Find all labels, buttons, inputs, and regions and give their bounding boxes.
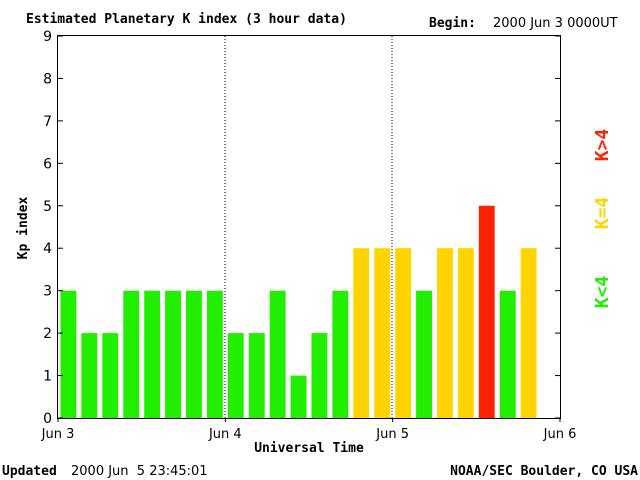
x-tick-label: Jun 4	[208, 427, 242, 442]
kp-bar-13	[311, 333, 328, 418]
kp-bar-23	[520, 248, 537, 418]
y-tick-label: 2	[43, 326, 52, 342]
x-tick-label: Jun 6	[543, 427, 577, 442]
kp-bar-9	[227, 333, 244, 418]
kp-bar-11	[269, 290, 286, 418]
x-tick-label: Jun 5	[375, 427, 409, 442]
y-tick-label: 1	[43, 369, 52, 385]
plot-frame	[57, 35, 561, 419]
kp-bar-15	[353, 248, 370, 418]
y-tick-label: 3	[43, 284, 52, 300]
kp-bar-6	[165, 290, 181, 418]
kp-bar-5	[144, 290, 161, 418]
y-tick-label: 4	[43, 241, 52, 257]
legend-below-4: K<4	[592, 276, 613, 309]
kp-bar-17	[395, 248, 412, 418]
y-axis-label: Kp index	[16, 197, 31, 260]
kp-bar-20	[457, 248, 474, 418]
bar-series	[60, 205, 537, 418]
kp-bar-18	[416, 290, 432, 418]
legend-above-4: K>4	[592, 129, 613, 162]
kp-bar-10	[248, 333, 265, 418]
begin-value: 2000 Jun 3 0000UT	[493, 16, 618, 31]
y-tick-label: 7	[43, 114, 52, 130]
source-credit: NOAA/SEC Boulder, CO USA	[450, 464, 638, 479]
kp-bar-1	[60, 290, 77, 418]
y-axis-ticks: 0 1 2 3 4 5 6 7 8 9	[43, 29, 560, 427]
kp-bar-8	[206, 290, 223, 418]
kp-bar-12	[290, 375, 307, 418]
kp-bar-14	[332, 290, 349, 418]
y-tick-label: 8	[43, 71, 52, 87]
begin-label: Begin:	[429, 16, 476, 31]
y-tick-label: 5	[43, 199, 52, 215]
x-tick-label: Jun 3	[41, 427, 75, 442]
y-tick-label: 6	[43, 156, 52, 172]
y-tick-label: 9	[43, 29, 52, 45]
kp-bar-3	[102, 333, 119, 418]
updated-value: 2000 Jun 5 23:45:01	[71, 464, 208, 479]
y-tick-label: 0	[43, 411, 52, 427]
x-axis-label: Universal Time	[254, 441, 364, 456]
kp-bar-2	[81, 333, 98, 418]
kp-bar-22	[499, 290, 516, 418]
kp-bar-7	[186, 290, 202, 418]
updated-label: Updated	[2, 464, 57, 479]
legend-equal-4: K=4	[592, 197, 613, 230]
kp-bar-21	[478, 205, 495, 418]
kp-bar-4	[123, 290, 140, 418]
kp-bar-16	[374, 248, 391, 418]
kp-bar-19	[437, 248, 453, 418]
x-axis-ticks: Jun 3 Jun 4 Jun 5 Jun 6	[41, 418, 577, 442]
chart-title: Estimated Planetary K index (3 hour data…	[26, 12, 347, 27]
